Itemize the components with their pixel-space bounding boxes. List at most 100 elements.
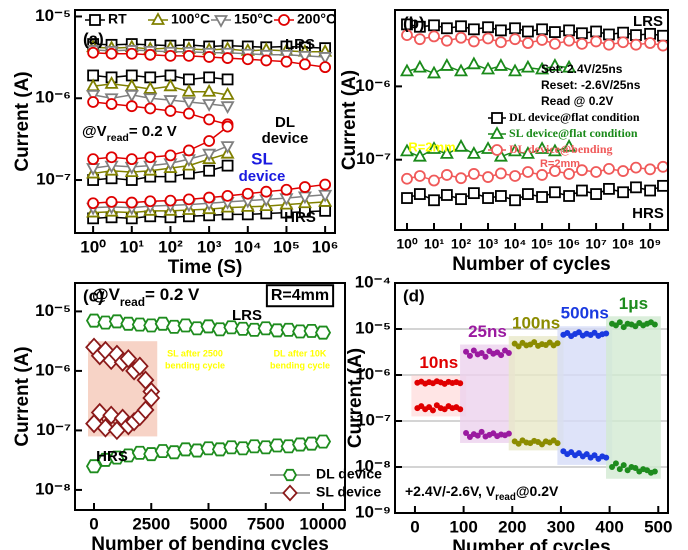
marker: [496, 37, 506, 47]
x-tick-label: 500: [644, 517, 672, 536]
x-axis-label: Number of cycles: [452, 254, 610, 275]
marker: [184, 74, 194, 84]
x-tick-label: 10⁶: [558, 236, 580, 252]
series-label: 25ns: [468, 322, 507, 341]
marker: [204, 193, 214, 203]
y-tick-label: 10⁻⁶: [355, 76, 391, 95]
marker: [127, 154, 137, 164]
x-axis-label: Number of cycles: [452, 537, 610, 550]
marker: [618, 37, 628, 47]
y-tick-label: 10⁻⁶: [35, 360, 71, 379]
annotation: LRS: [633, 13, 663, 30]
marker: [631, 182, 641, 192]
marker: [483, 33, 493, 43]
annotation-part: read: [120, 295, 145, 309]
marker: [658, 162, 668, 172]
marker: [204, 72, 214, 82]
marker: [496, 168, 506, 178]
shade: [606, 316, 661, 478]
annotation: bending cycle: [165, 360, 225, 370]
annotation: 2μm: [307, 412, 328, 423]
marker: [204, 114, 214, 124]
marker: [243, 54, 253, 64]
legend-label: 200°C: [297, 11, 336, 27]
marker: [107, 49, 117, 59]
legend-marker: [279, 15, 289, 25]
marker: [645, 164, 655, 174]
marker: [145, 152, 155, 162]
marker: [617, 319, 623, 325]
y-tick-label: 10⁻⁸: [355, 456, 391, 475]
annotation: SL: [251, 149, 273, 168]
marker: [145, 103, 155, 113]
panel-label: (d): [403, 286, 425, 305]
annotation: Reset: -2.6V/25ns: [541, 78, 641, 92]
x-tick-label: 10²: [158, 237, 183, 256]
marker: [107, 197, 117, 207]
annotation: HRS: [632, 205, 664, 222]
marker: [506, 350, 512, 356]
annotation: bending cycle: [270, 360, 330, 370]
annotation-part: +2.4V/-2.6V, V: [405, 483, 496, 499]
marker: [510, 34, 520, 44]
series-label: 10ns: [419, 353, 458, 372]
x-tick-label: 10¹: [424, 236, 445, 252]
marker: [300, 182, 310, 192]
marker: [469, 169, 479, 179]
annotation-part: @V: [82, 123, 107, 140]
annotation: HRS: [284, 209, 316, 226]
marker: [469, 188, 479, 198]
marker: [613, 460, 619, 466]
marker: [165, 51, 175, 61]
x-tick-label: 400: [595, 517, 623, 536]
marker: [498, 352, 504, 358]
marker: [184, 51, 194, 61]
legend-label: DL device@flat condition: [509, 110, 640, 124]
legend-marker: [492, 113, 502, 123]
x-tick-label: 10⁹: [639, 236, 661, 252]
shade: [557, 326, 612, 465]
marker: [165, 196, 175, 206]
x-tick-label: 10⁴: [504, 236, 527, 252]
marker: [457, 380, 463, 386]
y-axis-label: Current (A): [339, 70, 360, 170]
panel-label: (a): [83, 29, 104, 48]
series-label: 100ns: [512, 314, 560, 333]
marker: [127, 101, 137, 111]
marker: [456, 194, 466, 204]
marker: [261, 55, 271, 65]
marker: [402, 193, 412, 203]
marker: [537, 35, 547, 45]
marker: [604, 29, 614, 39]
x-tick-label: 300: [547, 517, 575, 536]
marker: [577, 186, 587, 196]
marker: [510, 195, 520, 205]
figure: 10⁻⁷10⁻⁶10⁻⁵10⁰10¹10²10³10⁴10⁵10⁶Time (S…: [0, 0, 688, 550]
marker: [127, 198, 137, 208]
marker: [550, 27, 560, 37]
x-tick-label: 10⁵: [273, 237, 300, 256]
legend-label: SL device: [316, 484, 381, 500]
marker: [658, 181, 668, 191]
y-tick-label: 10⁻⁹: [355, 502, 391, 521]
marker: [184, 194, 194, 204]
x-tick-label: 10³: [197, 237, 222, 256]
marker: [658, 31, 668, 41]
annotation-part: read: [495, 492, 516, 503]
x-tick-label: 7500: [247, 514, 285, 533]
y-axis-label: Current (A): [12, 346, 33, 446]
x-axis-label: Number of bending cycles: [91, 534, 329, 550]
marker: [631, 30, 641, 40]
marker: [564, 169, 574, 179]
x-tick-label: 10³: [478, 236, 499, 252]
marker: [261, 187, 271, 197]
x-tick-label: 10⁷: [585, 236, 607, 252]
marker: [591, 36, 601, 46]
shade: [460, 345, 515, 443]
legend-label: 100°C: [171, 11, 210, 27]
marker: [467, 353, 473, 359]
annotation: Set: 2.4V/25ns: [541, 62, 623, 76]
marker: [555, 340, 561, 346]
marker: [645, 38, 655, 48]
